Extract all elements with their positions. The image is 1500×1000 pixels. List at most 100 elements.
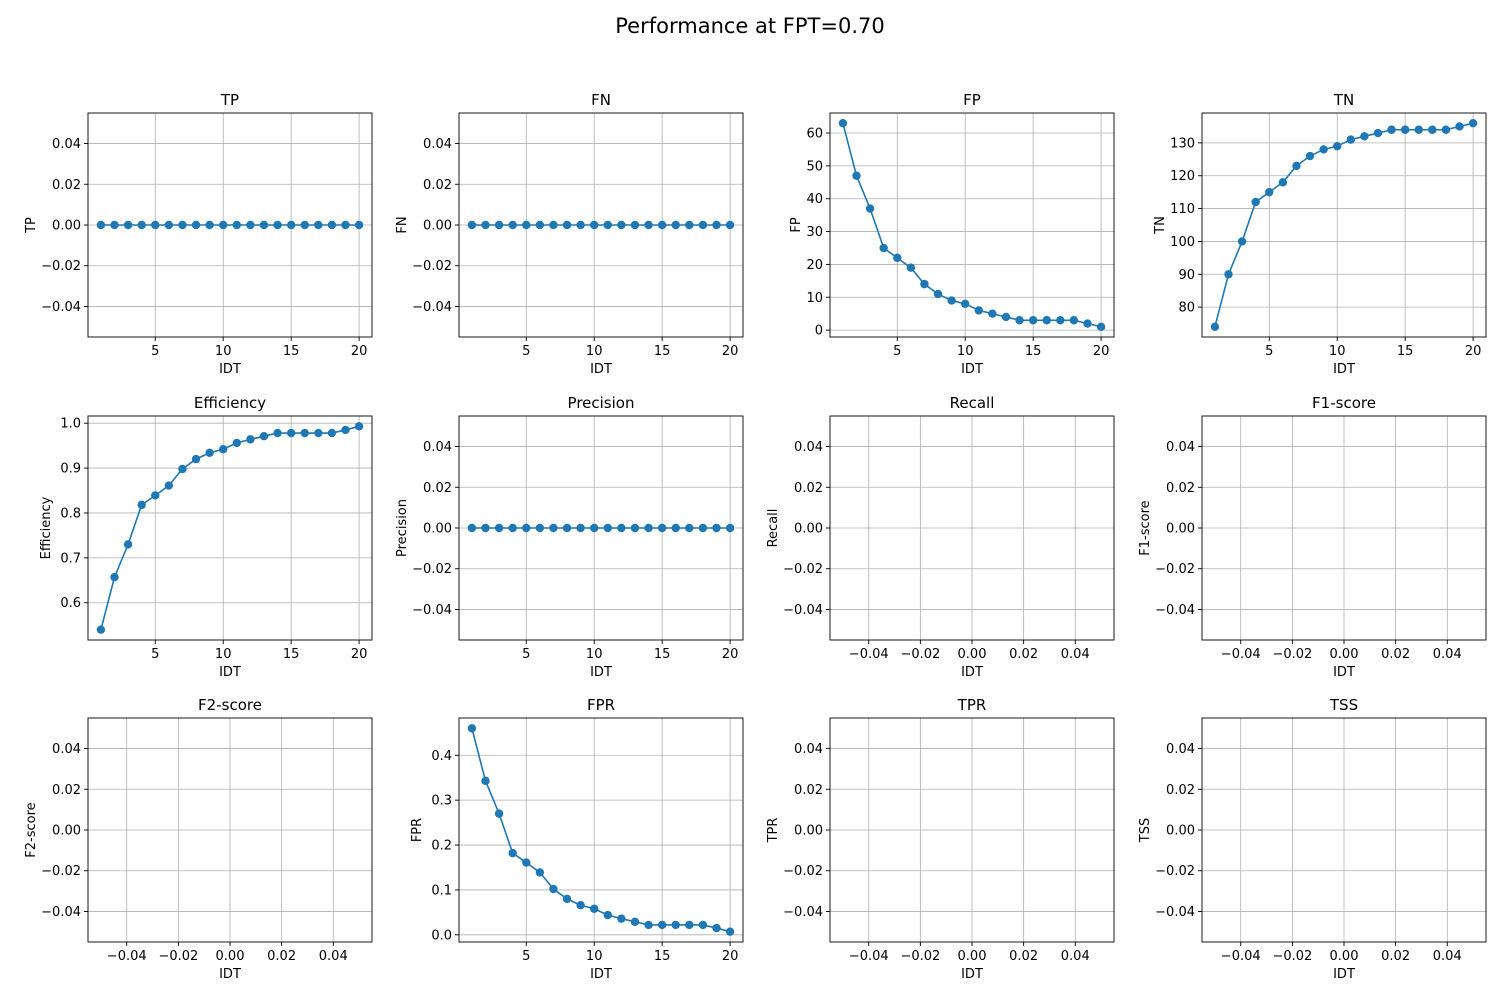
- y-tick-label: 0.00: [1166, 522, 1195, 537]
- subplot-title: TPR: [957, 696, 987, 714]
- y-axis-label: TPR: [766, 818, 781, 844]
- x-tick-label: 20: [1093, 344, 1110, 359]
- y-tick-label: −0.04: [412, 603, 452, 618]
- x-tick-label: 15: [654, 949, 671, 964]
- data-point: [467, 724, 477, 733]
- y-axis-label: TP: [24, 217, 39, 234]
- data-point: [562, 894, 572, 904]
- data-point: [644, 523, 653, 533]
- data-point: [590, 523, 599, 533]
- y-axis-label: Precision: [395, 499, 410, 557]
- series-line: [471, 728, 731, 933]
- y-tick-label: 0.04: [423, 440, 452, 455]
- data-point: [1237, 237, 1247, 246]
- data-point: [191, 454, 201, 464]
- x-tick-label: 0.04: [1433, 647, 1462, 662]
- data-point: [549, 220, 558, 230]
- y-tick-label: 110: [1170, 202, 1195, 217]
- y-tick-label: −0.02: [41, 864, 81, 879]
- y-tick-label: 0.0: [431, 928, 452, 943]
- y-tick-label: 0.6: [60, 596, 81, 611]
- data-point: [644, 220, 653, 230]
- y-axis-label: FPR: [410, 818, 425, 842]
- data-point: [508, 848, 517, 858]
- y-tick-label: 1.0: [60, 417, 81, 432]
- data-point: [988, 309, 997, 318]
- data-point: [1056, 316, 1065, 325]
- y-axis-label: FP: [789, 217, 804, 232]
- x-tick-label: −0.04: [849, 647, 889, 662]
- x-tick-label: 0.04: [319, 949, 348, 964]
- data-point: [933, 289, 943, 299]
- y-axis-label: Recall: [766, 509, 781, 548]
- x-tick-label: 10: [586, 949, 603, 964]
- data-point: [603, 220, 612, 230]
- x-axis-label: IDT: [1333, 967, 1355, 982]
- data-point: [671, 220, 680, 230]
- data-point: [725, 523, 735, 533]
- data-point: [1083, 319, 1092, 328]
- data-point: [1333, 141, 1342, 151]
- data-point: [603, 523, 612, 533]
- data-point: [300, 428, 309, 438]
- x-axis-label: IDT: [590, 967, 612, 982]
- data-point: [671, 920, 680, 930]
- y-tick-label: 0.02: [52, 783, 81, 798]
- data-point: [314, 428, 323, 438]
- y-tick-label: −0.02: [412, 259, 452, 274]
- data-point: [535, 868, 545, 877]
- x-tick-label: 0.04: [1061, 949, 1090, 964]
- data-point: [522, 523, 531, 533]
- y-axis-label: F2-score: [24, 802, 39, 857]
- y-tick-label: 0.1: [431, 883, 452, 898]
- data-point: [1468, 118, 1478, 128]
- data-point: [341, 220, 350, 230]
- data-point: [178, 220, 187, 230]
- subplot-title: TSS: [1329, 696, 1358, 714]
- data-point: [893, 253, 902, 263]
- x-axis-label: IDT: [961, 362, 983, 377]
- x-tick-label: 20: [351, 647, 368, 662]
- x-axis-label: IDT: [961, 967, 983, 982]
- y-tick-label: 0.02: [423, 481, 452, 496]
- data-point: [286, 428, 296, 438]
- x-tick-label: 5: [151, 647, 159, 662]
- y-axis-label: FN: [395, 216, 410, 233]
- subplot-tpr: −0.04 −0.02 0.00 0.02 0.04 −0.04 −0.02 0.00 0.02…: [766, 696, 1115, 982]
- x-tick-label: −0.02: [900, 647, 940, 662]
- data-point: [1251, 197, 1260, 207]
- y-tick-label: 0.00: [52, 824, 81, 839]
- y-axis-label: F1-score: [1138, 500, 1153, 555]
- x-axis-label: IDT: [219, 967, 241, 982]
- data-point: [481, 523, 490, 533]
- data-point: [576, 523, 585, 533]
- data-point: [685, 920, 694, 930]
- data-point: [712, 220, 721, 230]
- x-tick-label: 15: [283, 647, 300, 662]
- data-point: [494, 523, 504, 533]
- data-point: [286, 220, 296, 230]
- data-point: [630, 220, 640, 230]
- data-point: [838, 118, 848, 128]
- y-tick-label: 0: [815, 324, 823, 339]
- subplot-title: Precision: [568, 394, 635, 412]
- x-tick-label: 15: [654, 344, 671, 359]
- x-tick-label: 5: [893, 344, 901, 359]
- x-tick-label: −0.04: [1221, 647, 1261, 662]
- data-point: [865, 204, 875, 213]
- subplot-title: FPR: [587, 696, 615, 714]
- data-point: [576, 220, 585, 230]
- data-point: [961, 299, 970, 309]
- data-point: [671, 523, 680, 533]
- x-tick-label: 0.02: [267, 949, 296, 964]
- series-line: [100, 425, 360, 630]
- data-point: [522, 220, 531, 230]
- data-point: [327, 220, 337, 230]
- x-tick-label: 20: [1465, 344, 1482, 359]
- data-point: [123, 540, 133, 549]
- y-tick-label: −0.02: [783, 864, 823, 879]
- data-point: [879, 243, 888, 253]
- data-point: [178, 464, 187, 474]
- x-tick-label: 0.04: [1433, 949, 1462, 964]
